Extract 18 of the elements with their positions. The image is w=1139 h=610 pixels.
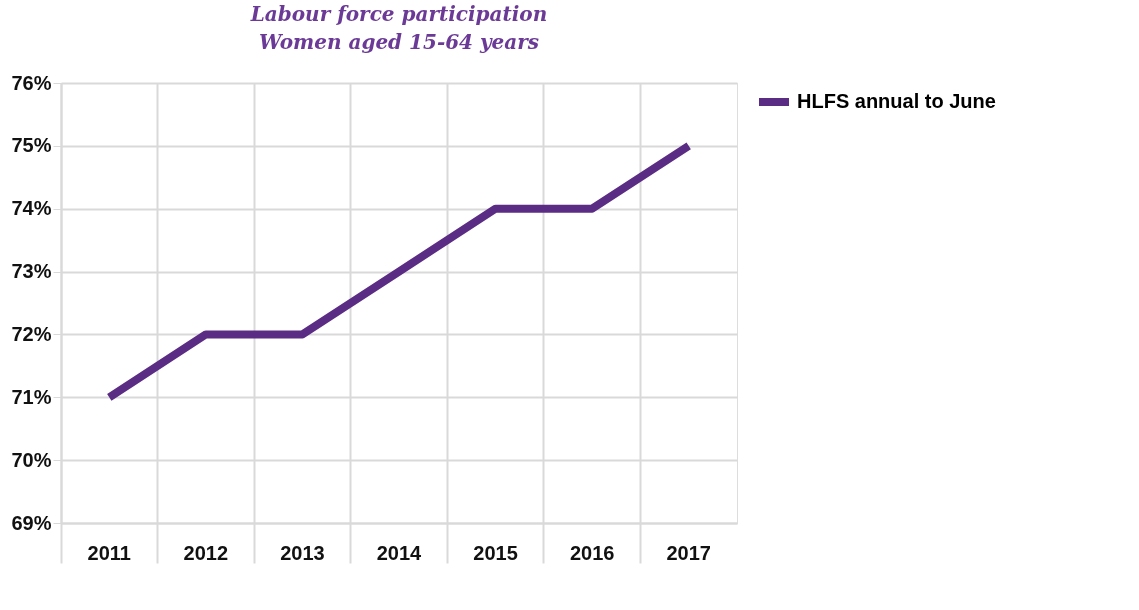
chart-subtitle: Women aged 15-64 years: [258, 30, 540, 54]
x-tick-label: 2011: [87, 541, 131, 564]
x-tick-label: 2015: [473, 541, 518, 564]
y-tick-label: 76%: [11, 71, 52, 94]
legend-label: HLFS annual to June: [797, 90, 996, 112]
y-tick-label: 72%: [11, 322, 52, 345]
x-tick-label: 2017: [666, 541, 711, 564]
y-tick-label: 69%: [11, 511, 52, 534]
y-tick-label: 73%: [11, 260, 52, 283]
y-tick-label: 75%: [11, 134, 52, 157]
y-tick-label: 74%: [11, 197, 52, 220]
y-tick-label: 71%: [11, 385, 52, 408]
x-tick-label: 2014: [376, 541, 423, 564]
x-tick-label: 2013: [280, 541, 325, 564]
x-tick-label: 2016: [569, 541, 615, 564]
y-tick-label: 70%: [11, 448, 52, 471]
chart-title: Labour force participation: [249, 2, 548, 26]
x-tick-label: 2012: [183, 541, 229, 564]
